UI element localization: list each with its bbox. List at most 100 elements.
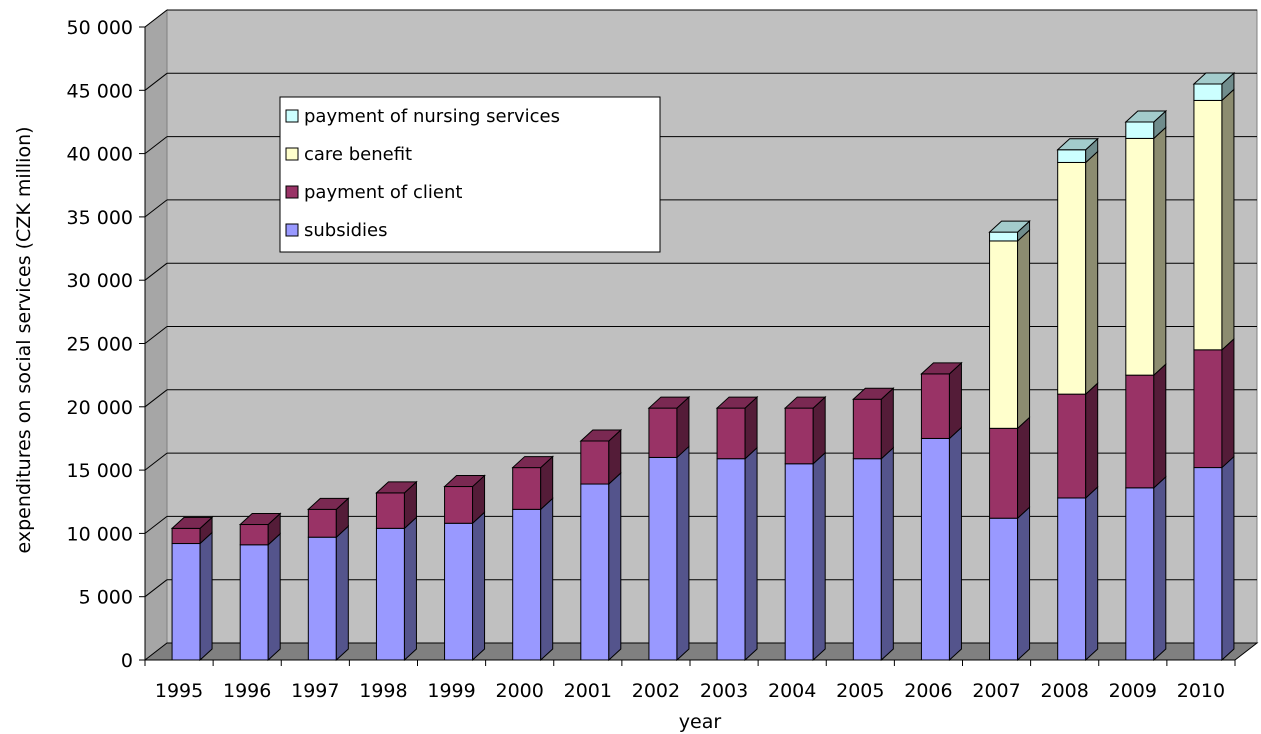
bar-segment-payment-of-client-2004 (784, 395, 826, 465)
bar-top-2008 (1056, 138, 1099, 151)
gridline-side (144, 452, 168, 471)
legend-item: subsidies (285, 220, 387, 241)
bar-segment-subsidies-2003 (716, 446, 758, 662)
y-tick-label: 50 000 (67, 17, 133, 39)
x-tick-label: 2001 (564, 680, 612, 702)
legend-item: payment of nursing services (285, 106, 560, 127)
x-axis: 1995 1996 1997 1998 1999 2000 2001 2002 2003 2004… (144, 659, 1236, 702)
legend-label: payment of client (304, 182, 462, 203)
bar-top-2000 (511, 456, 554, 469)
gridline-side (144, 199, 168, 218)
y-tick-label: 20 000 (67, 397, 133, 419)
bar-segment-subsidies-2004 (784, 451, 826, 662)
bar-segment-payment-of-client-1996 (239, 512, 281, 546)
x-tick-label: 2007 (972, 680, 1020, 702)
gridline-side (144, 579, 168, 598)
x-tick-label: 2010 (1177, 680, 1225, 702)
bar-top-2001 (579, 429, 623, 442)
bar-top-2010 (1192, 72, 1236, 85)
legend-swatch (285, 223, 299, 237)
y-axis-title: expenditures on social services (CZK mil… (13, 126, 35, 553)
x-tick-label: 2009 (1109, 680, 1157, 702)
bars (170, 71, 1236, 662)
gridline-side (144, 389, 168, 408)
bar-segment-subsidies-1995 (171, 531, 213, 662)
legend-item: care benefit (285, 144, 412, 165)
y-tick-label: 15 000 (67, 460, 133, 482)
gridline-side (144, 516, 168, 534)
y-tick-label: 5 000 (79, 587, 133, 609)
bar-segment-care-benefit-2008 (1057, 150, 1099, 396)
bar-segment-care-benefit-2007 (989, 228, 1031, 430)
legend-box (279, 96, 661, 253)
y-tick-label: 45 000 (67, 80, 133, 102)
y-tick-label: 30 000 (67, 270, 133, 292)
bar-top-2007 (988, 220, 1031, 233)
x-tick-label: 2008 (1041, 680, 1089, 702)
bar-top-2002 (647, 396, 691, 409)
bar-segment-subsidies-2009 (1125, 475, 1167, 662)
bar-segment-payment-of-client-1997 (307, 497, 349, 539)
bar-top-1999 (443, 475, 486, 488)
bar-top-2006 (920, 362, 963, 375)
bar-top-1998 (375, 481, 418, 494)
bar-segment-subsidies-2008 (1057, 485, 1099, 662)
bar-top-1997 (307, 497, 350, 510)
bar-segment-payment-of-client-2007 (989, 416, 1031, 520)
bar-segment-subsidies-1999 (444, 511, 486, 662)
bar-segment-payment-of-nursing-services-2010 (1193, 71, 1235, 102)
bar-segment-payment-of-client-2008 (1057, 382, 1099, 500)
gridline-side (144, 262, 168, 281)
bar-segment-subsidies-2007 (989, 506, 1031, 662)
legend-label: subsidies (304, 220, 387, 241)
legend-swatch (285, 147, 299, 161)
bar-segment-payment-of-client-2003 (716, 395, 758, 460)
y-tick-label: 10 000 (67, 523, 133, 545)
x-tick-label: 1995 (155, 680, 203, 702)
x-tick-label: 2004 (768, 680, 816, 702)
bar-segment-payment-of-nursing-services-2009 (1125, 109, 1167, 140)
bar-segment-subsidies-2010 (1193, 455, 1235, 662)
legend-label: care benefit (304, 144, 412, 165)
x-tick-label: 2005 (836, 680, 884, 702)
bar-top-1995 (170, 516, 214, 529)
bar-segment-subsidies-1998 (375, 516, 417, 662)
bar-segment-payment-of-client-2010 (1193, 337, 1235, 469)
bar-top-2005 (852, 387, 895, 400)
x-axis-title: year (679, 711, 722, 733)
y-tick-label: 25 000 (67, 334, 133, 356)
legend: payment of nursing services care benefit p… (279, 96, 661, 253)
legend-swatch (285, 185, 299, 199)
legend-label: payment of nursing services (304, 106, 560, 127)
bar-segment-care-benefit-2009 (1125, 126, 1167, 377)
y-tick-label: 40 000 (67, 144, 133, 166)
bar-segment-subsidies-2005 (852, 446, 894, 662)
x-tick-label: 2006 (904, 680, 952, 702)
x-tick-label: 1999 (427, 680, 475, 702)
bar-segment-care-benefit-2010 (1193, 88, 1235, 351)
y-tick-label: 35 000 (67, 207, 133, 229)
bar-segment-subsidies-1997 (307, 525, 349, 662)
x-tick-label: 1997 (291, 680, 339, 702)
bar-segment-payment-of-client-1999 (444, 474, 486, 525)
y-tick-label: 0 (121, 650, 133, 672)
bar-segment-payment-of-client-2000 (512, 455, 554, 511)
x-tick-label: 2003 (700, 680, 748, 702)
bar-segment-payment-of-client-2009 (1125, 363, 1167, 489)
bar-top-2004 (783, 396, 827, 409)
bar-segment-subsidies-2001 (580, 471, 622, 662)
x-tick-label: 2002 (632, 680, 680, 702)
gridline-side (144, 72, 168, 91)
x-tick-label: 2000 (496, 680, 544, 702)
bar-segment-payment-of-client-2005 (852, 387, 894, 460)
bar-top-1996 (238, 513, 282, 526)
bar-top-2003 (715, 396, 759, 409)
bar-segment-subsidies-2002 (648, 445, 690, 662)
bar-segment-payment-of-nursing-services-2008 (1057, 137, 1099, 164)
gridline-side (144, 9, 168, 28)
bar-segment-subsidies-2006 (920, 426, 962, 662)
x-tick-label: 1998 (359, 680, 407, 702)
bar-segment-subsidies-1996 (239, 532, 281, 662)
x-tick-label: 1996 (223, 680, 271, 702)
